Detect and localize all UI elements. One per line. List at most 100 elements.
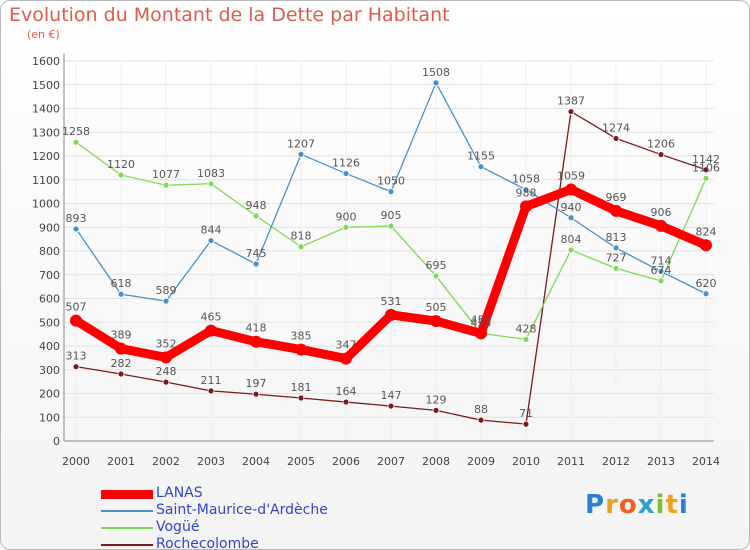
data-label: 948 — [246, 199, 267, 212]
data-label: 1120 — [107, 158, 135, 171]
data-label: 1387 — [557, 95, 585, 108]
data-label: 727 — [606, 251, 627, 264]
data-label: 531 — [381, 295, 402, 308]
data-point — [387, 188, 395, 196]
data-label: 1058 — [512, 173, 540, 186]
data-point — [252, 260, 260, 268]
data-point — [117, 370, 125, 378]
data-label: 352 — [156, 337, 177, 350]
data-label: 818 — [291, 230, 312, 243]
data-point — [432, 79, 440, 87]
y-tick-label: 1500 — [32, 79, 60, 92]
legend-label: Vogüé — [156, 519, 200, 535]
data-label: 164 — [336, 385, 357, 398]
data-point — [567, 214, 575, 222]
data-label: 389 — [111, 329, 132, 342]
data-label: 1155 — [467, 150, 495, 163]
data-label: 1083 — [197, 167, 225, 180]
data-point — [340, 352, 352, 365]
data-label: 893 — [66, 212, 87, 225]
y-tick-label: 500 — [39, 316, 60, 329]
data-label: 418 — [246, 322, 267, 335]
data-label: 129 — [426, 393, 447, 406]
data-point — [342, 223, 350, 231]
data-point — [612, 264, 620, 272]
data-label: 813 — [606, 231, 627, 244]
data-point — [522, 186, 530, 194]
y-tick-label: 1600 — [32, 55, 60, 68]
data-label: 695 — [426, 259, 447, 272]
data-label: 505 — [426, 301, 447, 314]
y-tick-label: 0 — [53, 435, 60, 448]
legend-swatch — [101, 510, 153, 512]
data-label: 1050 — [377, 175, 405, 188]
data-point — [475, 327, 487, 340]
data-point — [207, 180, 215, 188]
data-label: 905 — [381, 209, 402, 222]
data-label: 988 — [516, 186, 537, 199]
data-label: 1258 — [62, 125, 90, 138]
data-point — [702, 166, 710, 174]
x-tick-label: 2003 — [197, 455, 225, 468]
data-label: 313 — [66, 350, 87, 363]
data-label: 589 — [156, 284, 177, 297]
legend-label: Rochecolombe — [156, 536, 259, 550]
data-point — [342, 170, 350, 177]
legend-swatch — [101, 489, 153, 499]
data-point — [160, 351, 172, 364]
y-tick-label: 1200 — [32, 150, 60, 163]
data-point — [385, 308, 397, 321]
data-point — [565, 183, 577, 196]
data-label: 1142 — [692, 153, 720, 166]
data-point — [72, 138, 80, 146]
data-point — [430, 315, 442, 328]
data-point — [250, 335, 262, 348]
x-tick-label: 2001 — [107, 455, 135, 468]
data-label: 282 — [111, 357, 132, 370]
data-label: 465 — [201, 311, 222, 324]
data-label: 1508 — [422, 66, 450, 79]
data-point — [387, 222, 395, 230]
data-point — [205, 324, 217, 337]
data-point — [657, 268, 665, 275]
data-point — [115, 342, 127, 355]
x-tick-label: 2008 — [422, 455, 450, 468]
y-tick-label: 400 — [39, 340, 60, 353]
data-point — [297, 394, 305, 402]
data-label: 347 — [336, 339, 357, 352]
data-label: 248 — [156, 365, 177, 378]
data-point — [432, 406, 440, 414]
data-label: 714 — [651, 254, 672, 267]
x-tick-label: 2014 — [692, 455, 720, 468]
data-label: 940 — [561, 201, 582, 214]
x-tick-label: 2011 — [557, 455, 585, 468]
data-label: 844 — [201, 224, 222, 237]
data-label: 181 — [291, 381, 312, 394]
data-label: 1126 — [332, 157, 360, 170]
data-point — [522, 420, 530, 428]
y-tick-label: 100 — [39, 411, 60, 424]
data-label: 824 — [696, 225, 717, 238]
data-point — [657, 277, 665, 285]
x-tick-label: 2005 — [287, 455, 315, 468]
data-point — [700, 239, 712, 252]
x-tick-label: 2004 — [242, 455, 270, 468]
data-point — [432, 272, 440, 280]
y-tick-label: 200 — [39, 388, 60, 401]
data-label: 1274 — [602, 121, 630, 134]
data-point — [117, 290, 125, 298]
legend-swatch — [101, 544, 153, 546]
legend-label: Saint-Maurice-d'Ardèche — [156, 502, 328, 518]
data-label: 906 — [651, 206, 672, 219]
data-label: 88 — [474, 403, 488, 416]
data-point — [612, 244, 620, 252]
data-point — [655, 219, 667, 232]
data-label: 804 — [561, 233, 582, 246]
data-point — [252, 212, 260, 220]
x-tick-label: 2000 — [62, 455, 90, 468]
x-tick-label: 2007 — [377, 455, 405, 468]
data-label: 674 — [651, 264, 672, 277]
data-point — [522, 335, 530, 343]
x-tick-label: 2010 — [512, 455, 540, 468]
data-label: 620 — [696, 277, 717, 290]
